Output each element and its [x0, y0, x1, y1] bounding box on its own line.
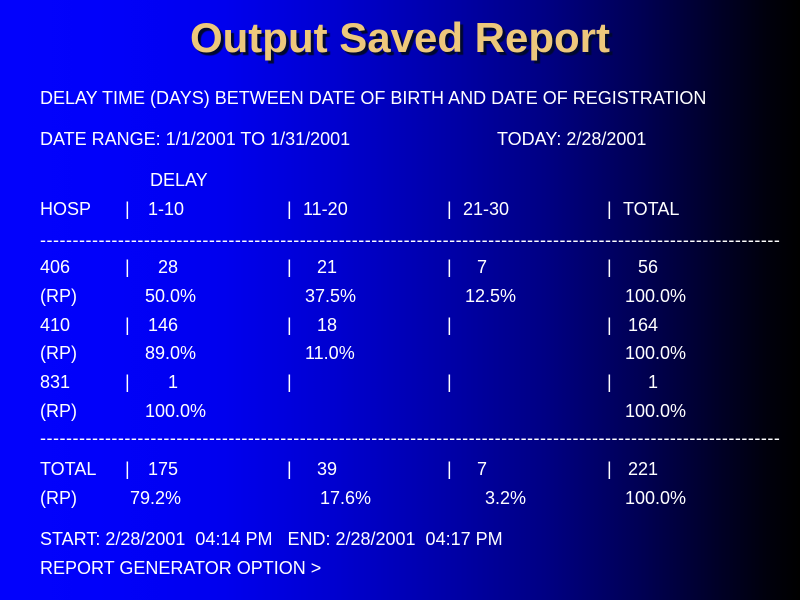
runtime-line: START: 2/28/2001 04:14 PM END: 2/28/2001…	[40, 529, 503, 549]
pct-21-30: 12.5%	[465, 286, 517, 306]
table-row-total: TOTAL | 175 | 39 | 7 | 221	[40, 458, 800, 480]
col-header-total: TOTAL	[623, 199, 680, 219]
today-date: TODAY: 2/28/2001	[497, 129, 647, 149]
report-generator-prompt: REPORT GENERATOR OPTION >	[40, 558, 322, 578]
pct-1-10: 100.0%	[145, 401, 207, 421]
pipe-separator: |	[447, 459, 452, 479]
count-1-10: 146	[147, 315, 178, 335]
hosp-id: 831	[40, 372, 71, 392]
pipe-separator: |	[125, 257, 130, 277]
table-row-410: 410 | 146 | 18 | | 164	[40, 314, 800, 336]
pct-total: 100.0%	[625, 401, 687, 421]
delay-group-header: DELAY	[40, 169, 800, 191]
count-total: 56	[637, 257, 658, 277]
pct-1-10: 50.0%	[145, 286, 197, 306]
col-header-hosp: HOSP	[40, 199, 92, 219]
pipe-separator: |	[287, 459, 292, 479]
table-row-406: 406 | 28 | 21 | 7 | 56	[40, 256, 800, 278]
pipe-separator: |	[287, 199, 292, 219]
count-total: 1	[647, 372, 658, 392]
pct-21-30: 3.2%	[485, 488, 527, 508]
pipe-separator: |	[125, 372, 130, 392]
pipe-separator: |	[607, 199, 612, 219]
table-row-410-pct: (RP) 89.0% 11.0% 100.0%	[40, 342, 800, 364]
pipe-separator: |	[607, 372, 612, 392]
table-row-total-pct: (RP) 79.2% 17.6% 3.2% 100.0%	[40, 487, 800, 509]
pipe-separator: |	[607, 257, 612, 277]
pct-11-20: 37.5%	[305, 286, 357, 306]
pipe-separator: |	[287, 315, 292, 335]
slide-title: Output Saved Report	[189, 14, 611, 61]
count-21-30: 7	[476, 257, 487, 277]
count-total: 221	[627, 459, 658, 479]
pipe-separator: |	[447, 257, 452, 277]
count-1-10: 175	[147, 459, 178, 479]
table-header-row: HOSP | 1-10 | 11-20 | 21-30 | TOTAL	[40, 198, 800, 220]
pct-1-10: 89.0%	[145, 343, 197, 363]
count-1-10: 28	[157, 257, 178, 277]
table-row-831-pct: (RP) 100.0% 100.0%	[40, 400, 800, 422]
count-11-20: 39	[316, 459, 337, 479]
table-row-831: 831 | 1 | | | 1	[40, 371, 800, 393]
count-21-30: 7	[476, 459, 487, 479]
count-1-10: 1	[167, 372, 178, 392]
pct-total: 100.0%	[625, 343, 687, 363]
row-percent-label: (RP)	[40, 488, 77, 508]
pipe-separator: |	[447, 315, 452, 335]
pct-total: 100.0%	[625, 286, 687, 306]
hosp-id: 406	[40, 257, 71, 277]
row-percent-label: (RP)	[40, 343, 77, 363]
count-total: 164	[627, 315, 658, 335]
pipe-separator: |	[125, 199, 130, 219]
report-subtitle: DELAY TIME (DAYS) BETWEEN DATE OF BIRTH …	[40, 88, 707, 108]
delay-label: DELAY	[150, 170, 208, 190]
col-header-11-20: 11-20	[303, 199, 348, 219]
date-line: DATE RANGE: 1/1/2001 TO 1/31/2001 TODAY:…	[40, 128, 800, 150]
pct-11-20: 17.6%	[320, 488, 372, 508]
pipe-separator: |	[287, 257, 292, 277]
hosp-id: 410	[40, 315, 71, 335]
total-label: TOTAL	[40, 459, 97, 479]
pct-1-10: 79.2%	[130, 488, 182, 508]
row-percent-label: (RP)	[40, 286, 77, 306]
pct-11-20: 11.0%	[305, 343, 355, 363]
date-range: DATE RANGE: 1/1/2001 TO 1/31/2001	[40, 129, 351, 149]
count-11-20: 21	[316, 257, 337, 277]
pct-total: 100.0%	[625, 488, 687, 508]
row-percent-label: (RP)	[40, 401, 77, 421]
pipe-separator: |	[287, 372, 292, 392]
col-header-21-30: 21-30	[463, 199, 510, 219]
pipe-separator: |	[125, 459, 130, 479]
col-header-1-10: 1-10	[148, 199, 185, 219]
pipe-separator: |	[447, 372, 452, 392]
pipe-separator: |	[447, 199, 452, 219]
count-11-20: 18	[316, 315, 337, 335]
dash-divider-top: ----------------------------------------…	[40, 230, 780, 250]
pipe-separator: |	[607, 315, 612, 335]
dash-divider-bottom: ----------------------------------------…	[40, 428, 780, 448]
pipe-separator: |	[607, 459, 612, 479]
table-row-406-pct: (RP) 50.0% 37.5% 12.5% 100.0%	[40, 285, 800, 307]
pipe-separator: |	[125, 315, 130, 335]
